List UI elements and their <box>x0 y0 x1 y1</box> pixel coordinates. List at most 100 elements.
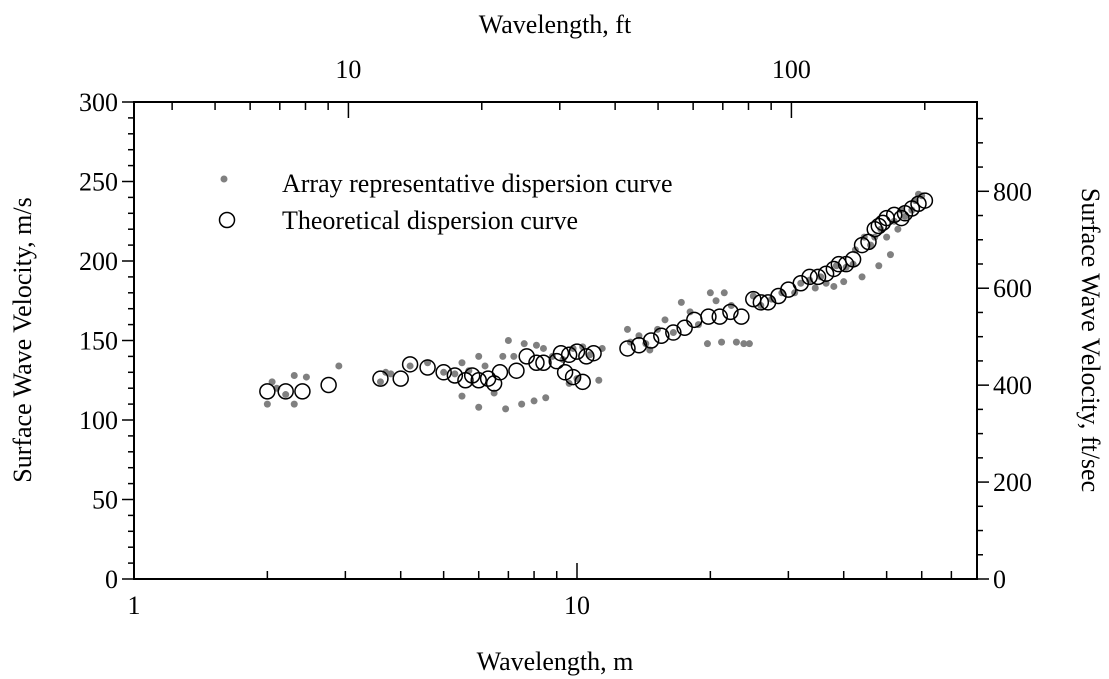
theoretical-point <box>722 303 739 321</box>
theoretical-point <box>564 368 582 386</box>
theoretical-point <box>665 324 682 341</box>
array-point <box>458 359 466 367</box>
array-point <box>475 352 483 360</box>
array-point <box>440 368 448 376</box>
array-point <box>703 340 711 348</box>
y-tick-label-left: 100 <box>79 406 118 435</box>
theoretical-point <box>508 362 525 379</box>
theoretical-point <box>700 308 717 325</box>
array-point <box>875 262 883 270</box>
array-point <box>686 308 694 316</box>
legend-marker-theoretical <box>218 211 236 229</box>
theoretical-point <box>874 214 892 232</box>
array-point <box>539 344 547 352</box>
array-point <box>894 225 902 233</box>
theoretical-point <box>277 383 294 400</box>
theoretical-point <box>825 260 843 278</box>
array-point <box>530 397 538 405</box>
theoretical-point <box>568 343 586 360</box>
theoretical-point <box>552 344 570 362</box>
array-point <box>502 405 510 413</box>
y-tick-label-right: 800 <box>993 177 1032 206</box>
tick-labels: 1101101000501001502002503000200400600800 <box>79 55 1032 620</box>
theoretical-point <box>372 370 389 387</box>
array-point <box>424 359 432 367</box>
array-point <box>458 392 466 400</box>
y-tick-label-left: 200 <box>79 247 118 276</box>
array-point <box>677 298 685 306</box>
theoretical-point <box>294 383 311 400</box>
array-point <box>811 284 819 292</box>
data-points <box>259 190 934 413</box>
array-point <box>481 362 489 370</box>
theoretical-point <box>885 206 903 224</box>
theoretical-point <box>556 364 574 381</box>
theoretical-point <box>585 344 602 362</box>
theoretical-point <box>686 311 703 329</box>
array-point <box>510 352 518 360</box>
theoretical-point <box>401 356 419 373</box>
array-point <box>475 403 483 411</box>
array-point <box>451 370 459 378</box>
x-axis-label-top: Wavelength, ft <box>479 10 632 39</box>
y-tick-label-right: 400 <box>993 371 1032 400</box>
theoretical-point <box>653 327 670 344</box>
theoretical-point <box>560 346 578 364</box>
array-point <box>858 273 866 281</box>
array-point <box>290 400 298 408</box>
y-tick-label-left: 50 <box>92 486 118 515</box>
array-point <box>263 400 271 408</box>
x-tick-label-top: 100 <box>772 55 811 84</box>
array-point <box>387 370 395 378</box>
array-point <box>623 325 631 333</box>
theoretical-point <box>830 255 848 273</box>
theoretical-point <box>711 308 728 325</box>
theoretical-point <box>733 308 750 325</box>
theoretical-point <box>259 383 276 400</box>
array-point <box>720 289 728 297</box>
array-point <box>595 376 603 384</box>
legend-marker-array <box>220 175 228 183</box>
theoretical-point <box>752 294 770 311</box>
theoretical-point <box>518 348 535 365</box>
x-axis-label-bottom: Wavelength, m <box>477 647 634 676</box>
array-point <box>376 378 384 386</box>
y-tick-label-left: 150 <box>79 327 118 356</box>
y-tick-label-right: 600 <box>993 274 1032 303</box>
theoretical-point <box>491 364 509 381</box>
array-point <box>586 351 594 359</box>
array-point <box>669 329 677 337</box>
theoretical-point <box>435 364 452 381</box>
array-point <box>840 278 848 286</box>
array-point <box>706 289 714 297</box>
y-axis-label-left: Surface Wave Velocity, m/s <box>8 197 37 483</box>
theoretical-point <box>446 367 464 384</box>
array-point <box>335 362 343 370</box>
array-point <box>797 279 805 287</box>
array-point <box>290 371 298 379</box>
array-point <box>406 362 414 370</box>
y-tick-label-right: 0 <box>993 565 1006 594</box>
y-tick-label-right: 200 <box>993 468 1032 497</box>
array-point <box>542 394 550 402</box>
array-point <box>520 340 528 348</box>
array-point <box>532 341 540 349</box>
theoretical-point <box>916 192 934 209</box>
array-point <box>302 373 310 381</box>
array-point <box>661 316 669 324</box>
array-point <box>718 338 726 346</box>
array-point <box>712 297 720 305</box>
theoretical-point <box>809 268 827 286</box>
array-point <box>282 391 290 399</box>
theoretical-point <box>619 340 636 357</box>
legend-label-theoretical: Theoretical dispersion curve <box>282 206 578 235</box>
x-tick-label-bottom: 1 <box>128 591 141 620</box>
theoretical-point <box>630 337 648 354</box>
plot-frame <box>133 101 978 580</box>
x-tick-label-top: 10 <box>335 55 361 84</box>
array-point <box>830 282 838 290</box>
array-point <box>504 337 512 344</box>
legend-label-array: Array representative dispersion curve <box>282 169 673 198</box>
x-tick-label-bottom: 10 <box>564 591 590 620</box>
